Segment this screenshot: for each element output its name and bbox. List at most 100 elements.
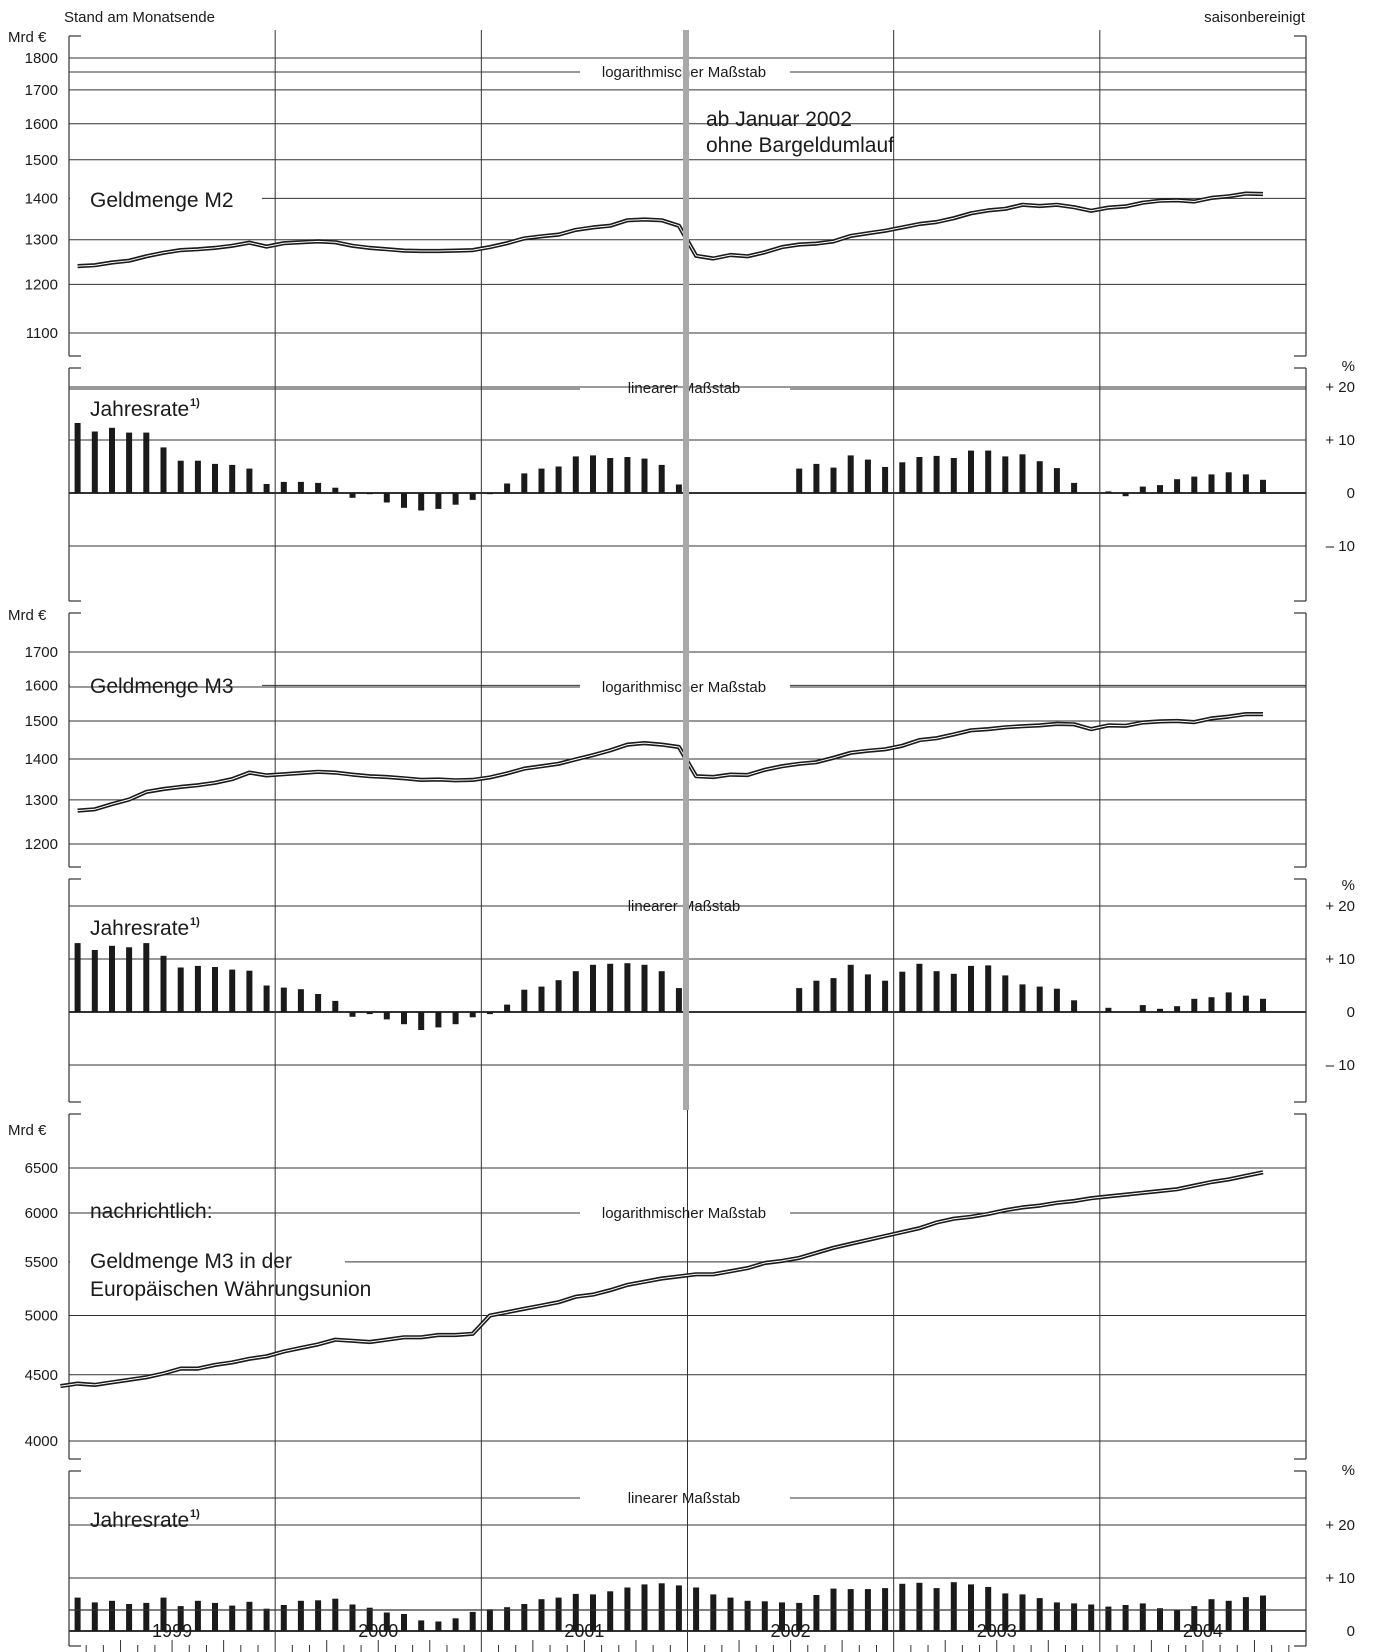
rate-bar [74,423,81,493]
rate-bar [126,1604,133,1631]
panel-frame [68,367,1307,602]
rate-bar [590,1594,596,1631]
m3-emu-label-2: Geldmenge M3 in der [90,1250,292,1273]
rate-bar [332,487,339,493]
year-label: 2000 [358,1621,398,1641]
y-tick-label: – 10 [1326,538,1355,555]
year-axis: 1999 2000 2001 2002 2003 2004 [69,1609,1306,1652]
y-tick-label: 1300 [25,792,58,809]
rate-bar [246,970,253,1012]
series-line [77,191,1264,269]
rate-bar [504,1004,511,1012]
y-tick-label: 0 [1347,1004,1355,1021]
rate-bar [263,484,270,493]
rate-bar [486,493,493,495]
rate-bar [1122,1605,1129,1631]
rate-bar [383,493,390,503]
rate-bar [109,945,115,1013]
year-label: 2002 [771,1621,811,1641]
rate-bar [950,458,957,493]
rate-bar [830,978,837,1012]
rate-bar [177,967,184,1012]
y-tick-label: 1100 [26,325,58,342]
rate-bar [813,980,820,1012]
rate-bar [1071,482,1078,493]
rate-bar [744,1600,751,1631]
rate-bar [899,462,906,493]
rate-bar [1139,1603,1146,1631]
rate-bar [796,988,803,1012]
rate-bar [315,1600,322,1631]
rate-bar [418,493,425,511]
rate-bar [401,1614,407,1631]
rate-bar [1242,474,1249,493]
rate-bar [143,432,150,493]
rate-bar [435,1621,442,1631]
rate-bar [882,980,889,1012]
m3-rate-unit: % [1342,877,1355,894]
rate-bar [349,1012,356,1017]
rate-bar [1208,1599,1215,1631]
rate-bar [590,455,596,493]
rate-bar [624,457,631,493]
y-tick-label: 6000 [25,1205,58,1222]
rate-bar [366,493,373,495]
y-tick-label: + 20 [1325,898,1355,915]
rate-bar [641,1584,648,1631]
rate-bar [194,965,201,1012]
rate-bar [418,1620,425,1631]
rate-bar [1208,474,1215,493]
rate-bar [486,1609,493,1631]
rate-bar [675,484,682,493]
rate-bar [280,987,287,1012]
rate-bar [572,971,579,1012]
y-tick-label: 5500 [25,1254,58,1271]
rate-bar [194,460,201,493]
rate-bar [1174,479,1181,493]
rate-bar [1242,1597,1249,1631]
m3-level-panel: Mrd € Geldmenge M3 logarithmischer Maßst… [8,607,1263,853]
rate-bar [968,450,974,493]
rate-bar [212,463,218,493]
rate-bar [521,1604,528,1631]
panel-frame [68,35,1307,357]
rate-bar [658,971,665,1012]
rate-bar [968,965,974,1012]
rate-bar [1071,1000,1078,1012]
rate-bar [1053,988,1060,1012]
rate-bar [297,989,304,1012]
y-tick-label: + 10 [1325,1570,1355,1587]
rate-bar [950,1582,957,1631]
rate-bar [246,1601,253,1631]
rate-bar [847,964,854,1012]
rate-bar [864,459,871,493]
rate-bar [555,1597,562,1631]
rate-bar [607,963,614,1012]
rate-bar [126,432,133,493]
rate-bar [177,460,184,493]
rate-bar [761,1601,768,1631]
panel-frame [68,612,1307,868]
rate-bar [452,493,459,505]
rate-bar [572,456,579,493]
rate-bar [349,1604,356,1631]
y-tick-label: 6500 [25,1160,58,1177]
rate-bar [590,964,596,1012]
y-tick-label: – 10 [1326,1057,1355,1074]
m3-rate-footnote: 1) [190,916,200,928]
rate-bar [91,1602,98,1631]
m3-emu-label-1: nachrichtlich: [90,1200,213,1223]
m2-unit-label: Mrd € [8,29,47,46]
rate-bar [968,1584,974,1631]
rate-bar [91,431,98,493]
y-tick-label: 1400 [25,190,58,207]
rate-bar [74,1597,81,1631]
rate-bar [1157,1608,1163,1631]
y-tick-label: 1400 [25,751,58,768]
rate-bar [641,458,648,493]
rate-bar [160,447,167,493]
rate-bar [383,1012,390,1020]
rate-bar [109,427,115,493]
m2-level-panel: Mrd € Geldmenge M2 logarithmischer Maßst… [8,29,1264,342]
rate-bar [1139,1005,1146,1012]
